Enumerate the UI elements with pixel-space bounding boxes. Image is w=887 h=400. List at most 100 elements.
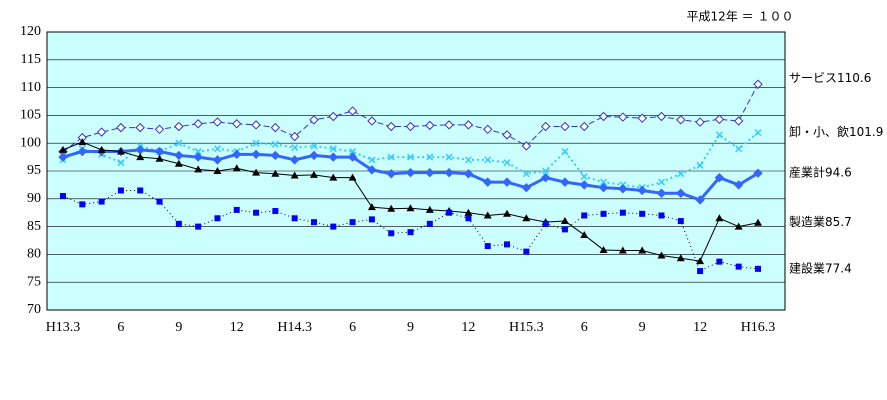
point [521, 182, 532, 193]
point [349, 219, 356, 226]
point [328, 111, 338, 122]
point [561, 148, 569, 156]
point [677, 170, 685, 178]
point [657, 251, 666, 259]
point [194, 165, 203, 173]
point [214, 215, 221, 222]
point [483, 177, 493, 187]
point [464, 156, 472, 164]
point [600, 178, 608, 186]
note: 平成12年 ＝ １００ [687, 10, 794, 24]
point [734, 222, 743, 230]
point [753, 79, 763, 89]
point [406, 204, 415, 212]
point [97, 145, 106, 153]
point [676, 254, 685, 262]
point [561, 226, 568, 233]
y-tick-label: 100 [20, 135, 41, 150]
point [580, 230, 589, 238]
point [387, 204, 396, 212]
point [98, 198, 105, 205]
point [405, 167, 416, 178]
point [504, 241, 511, 248]
point [252, 139, 260, 147]
point [310, 142, 318, 150]
point [676, 115, 686, 125]
point [521, 141, 532, 151]
series-label: 産業計94.6 [789, 165, 852, 180]
point [174, 159, 183, 167]
point [116, 122, 126, 133]
x-tick-label: H13.3 [46, 320, 81, 335]
x-tick-label: 12 [230, 320, 244, 335]
x-tick-label: H16.3 [741, 320, 776, 335]
point [154, 124, 165, 135]
series-label: サービス110.6 [789, 71, 871, 85]
point [426, 220, 433, 227]
point [310, 219, 317, 226]
point [116, 147, 125, 155]
point [309, 115, 319, 125]
point [464, 208, 473, 216]
point [232, 119, 242, 129]
point [465, 215, 472, 222]
point [714, 114, 725, 124]
point [309, 150, 319, 161]
x-tick-label: 6 [581, 320, 588, 335]
point [117, 187, 124, 194]
point [580, 173, 588, 181]
point [193, 119, 203, 129]
point [656, 111, 667, 122]
point [600, 210, 607, 217]
point [697, 268, 704, 275]
point [656, 188, 667, 198]
point [60, 193, 66, 200]
point [560, 177, 570, 187]
point [367, 203, 376, 211]
point [523, 248, 530, 255]
point [735, 263, 742, 270]
point [270, 150, 281, 161]
point [444, 120, 454, 130]
point [446, 209, 453, 216]
point [386, 169, 396, 179]
y-tick-label: 75 [27, 274, 41, 289]
point [136, 153, 145, 161]
point [733, 180, 744, 190]
point [733, 116, 744, 126]
point [387, 153, 395, 161]
point [676, 188, 686, 198]
point [155, 154, 164, 162]
point [425, 167, 435, 178]
y-tick-label: 90 [27, 191, 41, 206]
point [232, 164, 241, 172]
point [405, 121, 416, 132]
point [252, 168, 261, 176]
point [695, 195, 705, 205]
x-tick-label: 9 [407, 320, 414, 335]
point [755, 265, 761, 272]
point [484, 243, 491, 250]
point [695, 117, 705, 127]
point [174, 121, 184, 132]
point [484, 156, 492, 164]
y-tick-label: 115 [21, 52, 41, 67]
point [618, 246, 627, 254]
point [406, 153, 415, 161]
point [328, 152, 338, 162]
point [195, 223, 202, 230]
point [367, 165, 377, 175]
point [560, 121, 570, 132]
point [696, 161, 704, 169]
point [174, 150, 184, 161]
point [754, 218, 762, 226]
point [309, 170, 318, 178]
point [407, 229, 414, 236]
point [251, 149, 261, 160]
point [330, 223, 337, 230]
x-tick-label: 9 [639, 320, 646, 335]
x-tick-label: 9 [175, 320, 182, 335]
point [96, 127, 107, 137]
point [540, 121, 551, 132]
